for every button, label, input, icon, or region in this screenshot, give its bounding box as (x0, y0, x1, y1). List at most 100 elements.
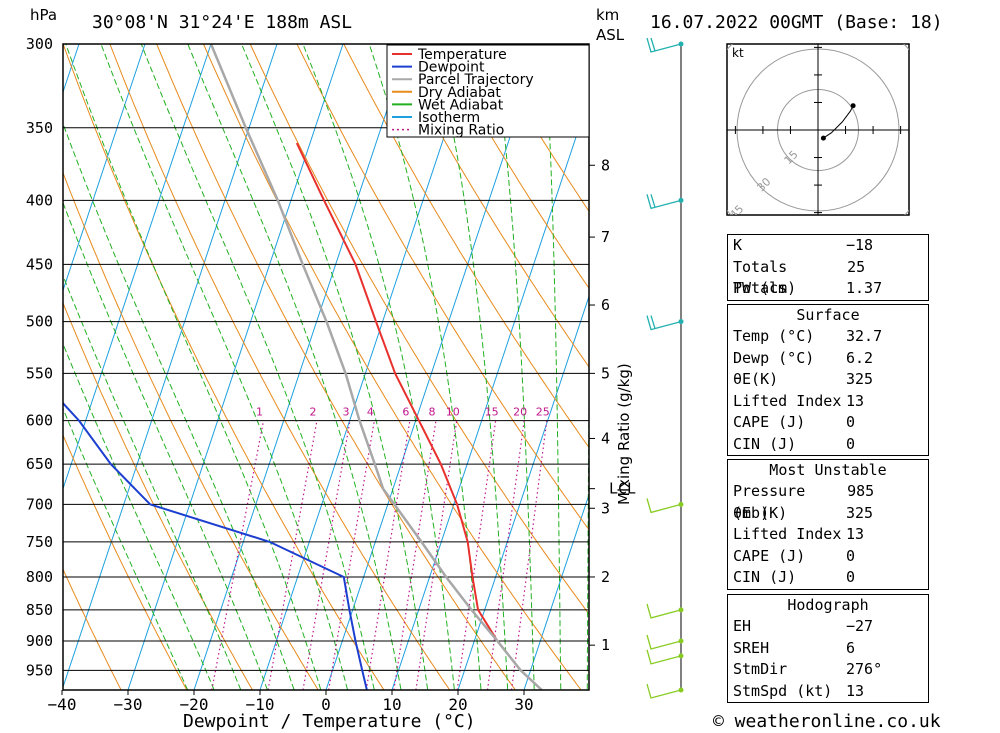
km-tick-label: 1 (601, 636, 610, 654)
pressure-tick-label: 900 (26, 632, 53, 650)
km-tick-label: 3 (601, 499, 610, 517)
mu-thetae-label: θE (K) (733, 503, 788, 522)
surface-temp-label: Temp (°C) (733, 327, 815, 345)
km-tick-label: 4 (601, 429, 610, 447)
km-tick-label: 2 (601, 568, 610, 586)
km-tick-label: 5 (601, 364, 610, 382)
pressure-tick-label: 300 (26, 35, 53, 53)
mu-li-label: Lifted Index (733, 525, 842, 543)
x-tick-label: −30 (114, 695, 143, 714)
surface-dewp-value: 6.2 (846, 348, 874, 367)
pressure-tick-label: 350 (26, 119, 53, 137)
surface-thetae-label: θE(K) (733, 370, 779, 388)
mixing-ratio-tick-label: 4 (367, 406, 374, 419)
plot-frame (62, 43, 590, 691)
pressure-tick-label: 500 (26, 313, 53, 331)
mixing-ratio-axis-label: Mixing Ratio (g/kg) (615, 363, 633, 505)
mixing-ratio-tick-label: 15 (485, 406, 499, 419)
pressure-axis: 300 350 400 450 500 550 600 650 700 750 800 850 900 9… (26, 35, 53, 679)
hodograph-start-dot (820, 135, 826, 141)
isotherm-line (523, 493, 589, 690)
mixing-ratio-line (510, 420, 548, 690)
dry-adiabat-line (63, 301, 253, 690)
asl-unit-label: ASL (596, 26, 625, 44)
dry-adiabat-line (436, 44, 589, 290)
mixing-ratio-line (365, 420, 411, 690)
mu-pressure-value: 985 (847, 482, 875, 500)
mixing-ratio-labels: 1 2 3 4 6 8 10 15 20 25 (256, 406, 550, 419)
legend-item-label: Wet Adiabat (418, 97, 504, 113)
mixing-ratio-line (211, 420, 265, 690)
lcl-label: LCL (609, 480, 636, 498)
wet-adiabat-line (63, 122, 295, 690)
legend-item-label: Temperature (417, 47, 507, 63)
legend-item-label: Dewpoint (418, 60, 485, 76)
x-tick-label: −10 (246, 695, 275, 714)
eh-label: EH (733, 617, 752, 635)
isotherm-line (325, 44, 542, 690)
dry-adiabat-line (952, 44, 1000, 690)
mixing-ratio-line (415, 420, 458, 690)
x-tick-label: 20 (448, 695, 467, 714)
hodograph-unit-label: kt (732, 46, 744, 60)
legend-item-label: Mixing Ratio (418, 123, 504, 139)
mixing-ratio-tick-label: 2 (309, 406, 316, 419)
location-title: 30°08'N 31°24'E 188m ASL (92, 12, 352, 33)
legend-item-label: Parcel Trajectory (418, 72, 534, 88)
wind-barb (646, 498, 682, 514)
pw-value: 1.37 (846, 279, 883, 297)
mu-pressure-label: Pressure (mb) (733, 482, 806, 522)
dewpoint-trace (63, 401, 368, 690)
isotherm-line (457, 294, 589, 690)
k-index-label: K (733, 236, 743, 254)
mixing-ratio-line (393, 420, 437, 690)
dry-adiabat-line (63, 568, 122, 690)
mixing-ratio-tick-label: 6 (402, 406, 409, 419)
mixing-ratio-tick-label: 3 (343, 406, 350, 419)
dry-adiabat-line (156, 44, 516, 690)
mixing-ratio-line (302, 420, 351, 690)
indices-panel: K −18 Totals Totals 25 PW (cm) 1.37 (727, 234, 929, 301)
copyright: © weatheronline.co.uk (713, 711, 941, 732)
km-axis: 1 2 3 4 5 6 7 8 LCL (589, 156, 636, 654)
pressure-tick-label: 600 (26, 412, 53, 430)
stmspd-label: StmSpd (kt) (733, 681, 833, 700)
mixing-ratio-line (267, 420, 318, 690)
surface-li-value: 13 (846, 391, 865, 410)
pressure-tick-label: 850 (26, 601, 53, 619)
wind-barb (646, 634, 682, 650)
wind-barb-feather (650, 194, 656, 208)
surface-cape-label: CAPE (J) (733, 413, 806, 431)
x-tick-label: 30 (514, 695, 533, 714)
wind-barb-column (646, 37, 684, 699)
km-unit-label: km (596, 6, 619, 24)
legend-item-label: Dry Adiabat (418, 85, 501, 101)
x-tick-label: −20 (180, 695, 209, 714)
x-tick-label: 0 (321, 695, 331, 714)
mixing-ratio-tick-label: 25 (536, 406, 550, 419)
mixing-ratio-tick-label: 1 (256, 406, 263, 419)
datetime-title: 16.07.2022 00GMT (Base: 18) (650, 12, 943, 33)
isotherm-line (127, 44, 344, 690)
hodograph-end-dot (850, 103, 856, 109)
eh-value: −27 (846, 617, 874, 635)
x-axis: −40 −30 −20 −10 0 10 20 30 (48, 690, 534, 714)
mixing-ratio-tick-label: 10 (446, 406, 460, 419)
surface-cape-value: 0 (846, 413, 856, 431)
totals-totals-value: 25 (847, 257, 866, 276)
wet-adiabat-line (100, 44, 349, 690)
mu-li-value: 13 (846, 525, 865, 543)
wet-adiabat-line (187, 44, 402, 690)
hodograph-stats-title: Hodograph (787, 596, 869, 614)
km-tick-label: 7 (601, 228, 610, 246)
wind-barb (646, 37, 682, 53)
stmspd-value: 13 (846, 681, 865, 700)
mixing-ratio-tick-label: 8 (428, 406, 435, 419)
wind-barb (646, 315, 682, 331)
isotherm-line (63, 44, 212, 491)
isotherm-line (0, 44, 13, 690)
surface-dewp-label: Dewp (°C) (733, 348, 815, 367)
km-tick-label: 8 (601, 156, 610, 174)
